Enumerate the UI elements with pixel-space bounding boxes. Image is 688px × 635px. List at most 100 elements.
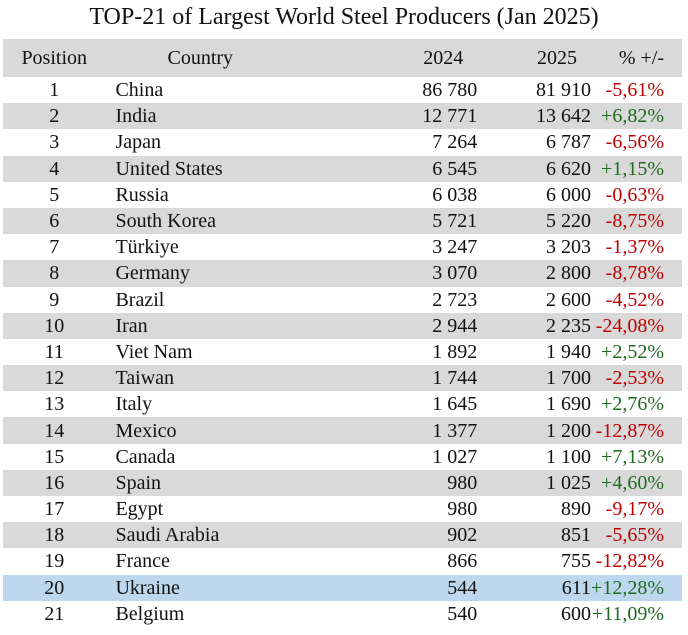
value-2024-cell: 2 944	[365, 312, 478, 339]
country-cell: Japan	[115, 131, 161, 154]
position-cell: 3	[49, 131, 60, 154]
change-cell: -24,08%	[591, 312, 682, 339]
value-2024-cell: 12 771	[365, 103, 478, 130]
value-2025-cell: 1 700	[477, 365, 592, 392]
table-row: 2 India 12 771 13 642 +6,82%	[3, 103, 682, 130]
column-header-2025: 2025	[477, 39, 592, 77]
country-cell: Mexico	[105, 417, 366, 444]
value-2025-cell: 13 642	[477, 103, 592, 130]
position-cell: 6	[3, 207, 106, 235]
value-2024-cell: 3 070	[365, 260, 478, 287]
table-title: TOP-21 of Largest World Steel Producers …	[89, 4, 599, 30]
change-cell: -12,82%	[595, 550, 664, 573]
change-cell: -1,37%	[605, 236, 664, 259]
country-cell: Brazil	[115, 288, 165, 311]
value-2025-cell: 81 910	[536, 79, 592, 102]
column-header-change: % +/-	[591, 39, 682, 77]
value-2024-cell: 1 744	[365, 365, 478, 392]
table-row: 5 Russia 6 038 6 000 -0,63%	[3, 182, 682, 208]
country-cell: Ukraine	[105, 574, 366, 601]
change-cell: -8,75%	[591, 207, 682, 235]
change-cell: +1,15%	[591, 155, 682, 182]
position-cell: 2	[3, 103, 106, 130]
table-row: 19 France 866 755 -12,82%	[3, 548, 682, 574]
value-2025-cell: 2 800	[477, 260, 592, 287]
change-cell: +6,82%	[591, 103, 682, 130]
value-2025-cell: 2 235	[477, 312, 592, 339]
country-cell: Iran	[105, 312, 366, 339]
table-row: 20 Ukraine 544 611 +12,28%	[3, 574, 682, 601]
value-2024-cell: 1 377	[365, 417, 478, 444]
change-cell: -8,78%	[591, 260, 682, 287]
change-cell: +2,76%	[601, 393, 664, 416]
country-cell: Saudi Arabia	[105, 522, 366, 549]
value-2025-cell: 5 220	[477, 207, 592, 235]
table-row: 8 Germany 3 070 2 800 -8,78%	[3, 260, 682, 287]
table-row: 11 Viet Nam 1 892 1 940 +2,52%	[3, 339, 682, 365]
change-cell: -9,17%	[605, 498, 664, 521]
change-cell: -2,53%	[591, 365, 682, 392]
country-cell: Taiwan	[105, 365, 366, 392]
country-cell: Italy	[115, 393, 153, 416]
value-2024-cell: 6 038	[432, 183, 478, 206]
table-row: 1 China 86 780 81 910 -5,61%	[3, 77, 682, 103]
value-2025-cell: 611	[477, 574, 592, 601]
value-2024-cell: 866	[447, 550, 478, 573]
table-body: 1 China 86 780 81 910 -5,61% 2 India 12 771 13 6…	[3, 77, 682, 627]
value-2024-cell: 5 721	[365, 207, 478, 235]
table-row: 9 Brazil 2 723 2 600 -4,52%	[3, 287, 682, 313]
position-cell: 16	[3, 469, 106, 496]
position-cell: 5	[49, 183, 60, 206]
value-2024-cell: 6 545	[365, 155, 478, 182]
value-2024-cell: 544	[365, 574, 478, 601]
country-cell: China	[115, 79, 164, 102]
position-cell: 9	[49, 288, 60, 311]
table-row: 16 Spain 980 1 025 +4,60%	[3, 469, 682, 496]
position-cell: 21	[44, 602, 65, 625]
change-cell: -5,61%	[605, 79, 664, 102]
value-2024-cell: 980	[365, 469, 478, 496]
value-2024-cell: 1 892	[432, 340, 478, 363]
position-cell: 18	[3, 522, 106, 549]
position-cell: 13	[44, 393, 65, 416]
value-2025-cell: 600	[561, 602, 592, 625]
table-row: 21 Belgium 540 600 +11,09%	[3, 601, 682, 627]
value-2024-cell: 2 723	[432, 288, 478, 311]
value-2024-cell: 3 247	[432, 236, 478, 259]
country-cell: South Korea	[105, 207, 366, 235]
position-cell: 10	[3, 312, 106, 339]
value-2025-cell: 3 203	[546, 236, 592, 259]
value-2025-cell: 2 600	[546, 288, 592, 311]
position-cell: 19	[44, 550, 65, 573]
country-cell: India	[105, 103, 366, 130]
change-cell: +12,28%	[591, 574, 682, 601]
value-2024-cell: 86 780	[422, 79, 478, 102]
value-2024-cell: 540	[447, 602, 478, 625]
position-cell: 11	[44, 340, 64, 363]
change-cell: +2,52%	[601, 340, 664, 363]
value-2024-cell: 980	[447, 498, 478, 521]
change-cell: -0,63%	[605, 183, 664, 206]
column-header-2024: 2024	[365, 39, 478, 77]
table-row: 13 Italy 1 645 1 690 +2,76%	[3, 391, 682, 417]
table-row: 17 Egypt 980 890 -9,17%	[3, 496, 682, 522]
value-2025-cell: 851	[477, 522, 592, 549]
position-cell: 14	[3, 417, 106, 444]
value-2025-cell: 1 690	[546, 393, 592, 416]
table-header-row: Position Country 2024 2025 % +/-	[3, 39, 682, 77]
value-2024-cell: 7 264	[432, 131, 478, 154]
country-cell: Türkiye	[115, 236, 179, 259]
position-cell: 7	[49, 236, 60, 259]
position-cell: 15	[44, 445, 65, 468]
value-2024-cell: 1 027	[432, 445, 478, 468]
country-cell: France	[115, 550, 170, 573]
position-cell: 20	[3, 574, 106, 601]
value-2025-cell: 6 620	[477, 155, 592, 182]
country-cell: Belgium	[115, 602, 185, 625]
table-row: 14 Mexico 1 377 1 200 -12,87%	[3, 417, 682, 444]
table-row: 3 Japan 7 264 6 787 -6,56%	[3, 129, 682, 155]
position-cell: 1	[49, 79, 60, 102]
table-row: 6 South Korea 5 721 5 220 -8,75%	[3, 207, 682, 235]
country-cell: Egypt	[115, 498, 164, 521]
column-header-position: Position	[3, 39, 106, 77]
